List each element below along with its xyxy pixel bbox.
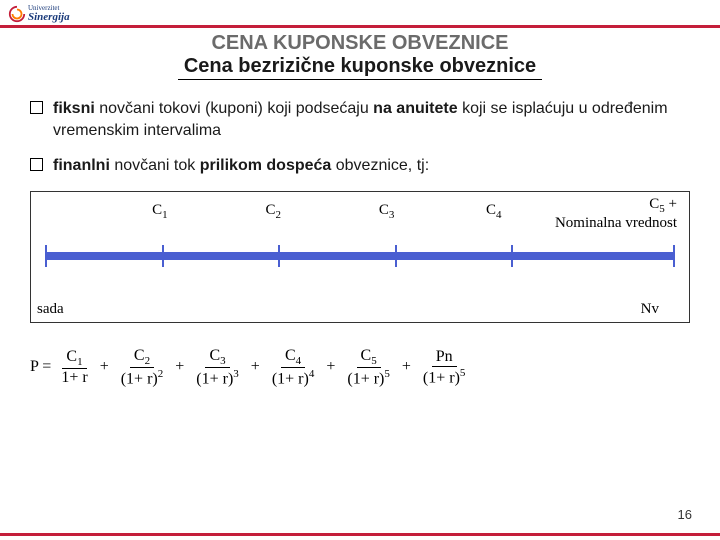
coupon-label-3: C3 <box>379 202 395 221</box>
bullet-2: finanlni novčani tok prilikom dospeća ob… <box>30 155 690 177</box>
plus-icon: + <box>249 358 262 376</box>
diagram-top-labels: C1 C2 C3 C4 C5 + Nominalna vrednost <box>45 202 675 236</box>
tick <box>511 245 513 267</box>
coupon-label-1: C1 <box>152 202 168 221</box>
logo: Univerzitet Sinergija <box>8 5 70 23</box>
checkbox-icon <box>30 101 43 114</box>
checkbox-icon <box>30 158 43 171</box>
timeline-axis <box>45 252 675 260</box>
price-formula: P = C1 1+ r + C2 (1+ r)2 + C3 (1+ r)3 + … <box>30 347 690 388</box>
title-line-1: CENA KUPONSKE OBVEZNICE <box>0 32 720 55</box>
timeline-start-label: sada <box>37 301 64 318</box>
title-line-2: Cena bezrizične kuponske obveznice <box>178 55 542 80</box>
header-bar: Univerzitet Sinergija <box>0 0 720 28</box>
plus-icon: + <box>324 358 337 376</box>
term-4: C4 (1+ r)4 <box>268 347 319 388</box>
title-block: CENA KUPONSKE OBVEZNICE Cena bezrizične … <box>0 32 720 80</box>
logo-swirl-icon <box>8 5 26 23</box>
coupon-label-4: C4 <box>486 202 502 221</box>
formula-lhs: P = <box>30 358 51 376</box>
bullet-1-text: fiksni novčani tokovi (kuponi) koji pods… <box>53 98 690 141</box>
plus-icon: + <box>173 358 186 376</box>
term-5: C5 (1+ r)5 <box>343 347 394 388</box>
coupon-label-2: C2 <box>266 202 282 221</box>
bullet-1: fiksni novčani tokovi (kuponi) koji pods… <box>30 98 690 141</box>
content: fiksni novčani tokovi (kuponi) koji pods… <box>0 80 720 177</box>
coupon-label-5: C5 + Nominalna vrednost <box>537 196 677 232</box>
term-6: Pn (1+ r)5 <box>419 348 470 387</box>
timeline-end-label: Nv <box>641 301 659 318</box>
term-1: C1 1+ r <box>57 348 91 387</box>
term-3: C3 (1+ r)3 <box>192 347 243 388</box>
tick <box>395 245 397 267</box>
plus-icon: + <box>400 358 413 376</box>
tick <box>278 245 280 267</box>
term-2: C2 (1+ r)2 <box>117 347 168 388</box>
bullet-2-text: finanlni novčani tok prilikom dospeća ob… <box>53 155 429 177</box>
tick <box>162 245 164 267</box>
footer-accent-line <box>0 533 720 536</box>
tick <box>45 245 47 267</box>
timeline-diagram: C1 C2 C3 C4 C5 + Nominalna vrednost sada… <box>30 191 690 323</box>
page-number: 16 <box>678 507 692 522</box>
plus-icon: + <box>98 358 111 376</box>
logo-text: Univerzitet Sinergija <box>28 5 70 23</box>
tick <box>673 245 675 267</box>
